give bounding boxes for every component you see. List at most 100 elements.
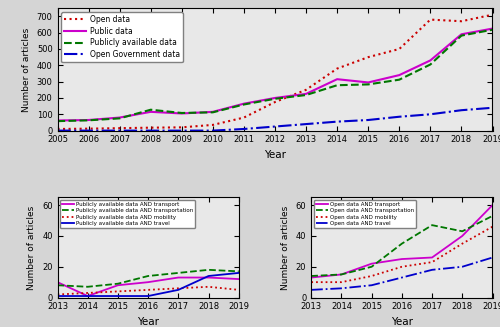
Line: Open data AND travel: Open data AND travel <box>311 257 492 290</box>
Open Government data <box>365 118 371 122</box>
Open data <box>116 126 122 130</box>
Publicly available data <box>86 118 91 122</box>
Public data <box>303 92 309 96</box>
Publicly available data AND travel <box>115 294 121 298</box>
Publicly available data AND travel <box>54 294 60 298</box>
Publicly available data AND mobility <box>236 288 242 292</box>
Publicly available data AND transport <box>115 283 121 287</box>
Open Government data <box>458 108 464 112</box>
Open data AND transport <box>429 255 435 259</box>
Open data AND mobility <box>368 274 374 278</box>
Public data <box>54 118 60 122</box>
Publicly available data AND transportation <box>145 274 151 278</box>
Public data <box>428 59 434 62</box>
Open data AND travel <box>308 288 314 292</box>
Publicly available data <box>272 97 278 101</box>
Open Government data <box>303 122 309 126</box>
Public data <box>396 73 402 77</box>
Open data <box>148 126 154 129</box>
Open Government data <box>86 129 91 132</box>
Public data <box>490 26 496 30</box>
Open data <box>210 123 216 127</box>
Publicly available data <box>303 93 309 97</box>
Open data AND transport <box>490 203 496 207</box>
Open data AND transport <box>308 276 314 280</box>
Publicly available data AND transport <box>54 280 60 284</box>
Open data <box>490 13 496 17</box>
Publicly available data AND transportation <box>236 269 242 273</box>
Publicly available data AND mobility <box>115 289 121 293</box>
Publicly available data AND travel <box>206 274 212 278</box>
Publicly available data <box>179 111 185 115</box>
Publicly available data AND transport <box>84 294 90 298</box>
Publicly available data AND mobility <box>54 293 60 297</box>
Open data AND transportation <box>308 274 314 278</box>
Publicly available data <box>334 83 340 87</box>
Public data <box>210 110 216 114</box>
Public data <box>272 96 278 100</box>
Open data AND mobility <box>460 242 466 246</box>
Publicly available data AND travel <box>176 288 182 292</box>
Open data AND transport <box>368 262 374 266</box>
Open Government data <box>241 127 247 131</box>
Public data <box>365 80 371 84</box>
Open data AND travel <box>338 286 344 290</box>
Open Government data <box>334 120 340 124</box>
Open Government data <box>179 129 185 132</box>
Line: Public data: Public data <box>58 28 492 120</box>
Open data AND transportation <box>490 214 496 218</box>
Publicly available data <box>148 108 154 112</box>
Open Government data <box>54 129 60 132</box>
Y-axis label: Number of articles: Number of articles <box>22 27 31 112</box>
Open data AND transport <box>338 272 344 276</box>
Open data AND transportation <box>338 272 344 276</box>
Publicly available data AND transportation <box>84 285 90 289</box>
Publicly available data AND transport <box>145 280 151 284</box>
Line: Publicly available data: Publicly available data <box>58 30 492 121</box>
Open data AND transportation <box>368 265 374 269</box>
Open data AND mobility <box>490 225 496 229</box>
Open Government data <box>396 115 402 119</box>
Publicly available data <box>54 119 60 123</box>
Publicly available data AND mobility <box>206 285 212 289</box>
Publicly available data AND mobility <box>176 286 182 290</box>
Line: Open data AND transport: Open data AND transport <box>311 205 492 278</box>
Line: Open data: Open data <box>58 15 492 129</box>
Open Government data <box>272 125 278 129</box>
Open data AND travel <box>490 255 496 259</box>
Publicly available data <box>458 34 464 38</box>
X-axis label: Year: Year <box>137 317 159 327</box>
Open Government data <box>116 129 122 132</box>
Open data <box>54 127 60 131</box>
Open Government data <box>210 129 216 132</box>
Publicly available data AND travel <box>236 271 242 275</box>
Publicly available data AND travel <box>145 294 151 298</box>
Open data AND mobility <box>429 260 435 264</box>
Open data AND travel <box>399 276 405 280</box>
Open data <box>365 55 371 59</box>
Open data <box>303 88 309 92</box>
Open data <box>86 127 91 130</box>
Publicly available data AND transportation <box>54 283 60 287</box>
Publicly available data <box>241 103 247 107</box>
Publicly available data AND transportation <box>115 282 121 286</box>
Public data <box>116 115 122 119</box>
Line: Publicly available data AND mobility: Publicly available data AND mobility <box>58 287 239 295</box>
Open data AND transport <box>460 234 466 238</box>
Line: Publicly available data AND transportation: Publicly available data AND transportati… <box>58 270 239 287</box>
Publicly available data AND transport <box>176 276 182 280</box>
Open data AND transportation <box>399 242 405 246</box>
Open data AND travel <box>429 268 435 272</box>
Legend: Publicly available data AND transport, Publicly available data AND transportatio: Publicly available data AND transport, P… <box>60 200 196 228</box>
Open data <box>272 100 278 104</box>
Line: Open Government data: Open Government data <box>58 108 492 130</box>
Line: Publicly available data AND transport: Publicly available data AND transport <box>58 278 239 296</box>
Open data <box>428 18 434 22</box>
Publicly available data AND mobility <box>145 288 151 292</box>
Open data <box>458 19 464 23</box>
Public data <box>148 110 154 114</box>
Publicly available data AND transport <box>206 276 212 280</box>
Publicly available data <box>365 82 371 86</box>
Publicly available data <box>428 62 434 66</box>
Open data AND mobility <box>399 265 405 269</box>
